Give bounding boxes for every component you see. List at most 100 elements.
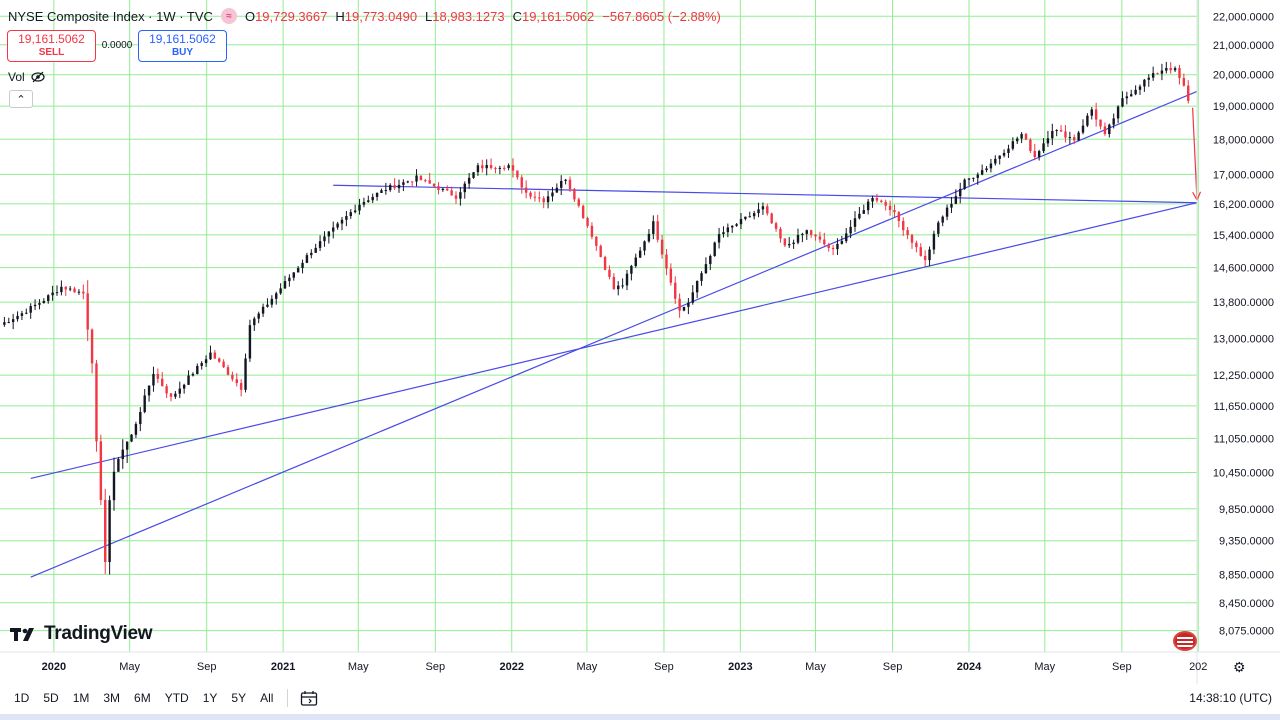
candle-body xyxy=(875,197,879,201)
candle xyxy=(923,250,927,267)
range-5d[interactable]: 5D xyxy=(43,691,59,705)
range-1y[interactable]: 1Y xyxy=(202,691,218,705)
candle-body xyxy=(577,199,580,206)
candle-body xyxy=(989,163,993,169)
candle xyxy=(38,299,41,310)
candle-body xyxy=(704,264,708,274)
candle xyxy=(7,317,10,324)
collapse-legend-button[interactable]: ⌃ xyxy=(9,90,33,108)
price-tick-label: 19,000.0000 xyxy=(1213,101,1274,113)
candle xyxy=(336,221,339,230)
candle xyxy=(327,230,331,244)
candle-body xyxy=(60,286,63,293)
candle xyxy=(156,368,160,383)
candle-body xyxy=(64,286,67,290)
candle-body xyxy=(674,282,677,299)
candle-body xyxy=(283,281,287,289)
eye-hidden-icon[interactable] xyxy=(31,71,45,83)
candle xyxy=(1064,124,1067,143)
candle-body xyxy=(82,291,85,294)
gear-icon[interactable]: ⚙ xyxy=(1233,659,1246,675)
time-axis[interactable]: 2020 May Sep 2021 May Sep 2022 May Sep 2023 May Sep… xyxy=(0,651,1280,673)
candle-body xyxy=(910,235,914,243)
candle xyxy=(239,379,243,397)
range-all[interactable]: All xyxy=(260,691,274,705)
candle-body xyxy=(713,242,716,256)
tradingview-logo[interactable]: TradingView xyxy=(10,623,153,645)
candle xyxy=(603,255,607,271)
candle-body xyxy=(1055,130,1058,132)
candle-body xyxy=(266,304,269,307)
candle xyxy=(660,234,664,259)
volume-indicator[interactable]: Vol xyxy=(8,70,45,84)
range-1m[interactable]: 1M xyxy=(72,691,90,705)
candle xyxy=(538,191,541,203)
time-tick-label: Sep xyxy=(883,661,903,673)
range-1d[interactable]: 1D xyxy=(14,691,30,705)
price-axis[interactable]: 22,000.0000 21,000.0000 20,000.0000 19,000.… xyxy=(1196,0,1274,684)
candle xyxy=(893,204,896,218)
buy-button[interactable]: 19,161.5062 BUY xyxy=(138,30,227,62)
candle-body xyxy=(231,374,234,380)
data-source-icon[interactable]: ≈ xyxy=(220,8,237,24)
time-tick-label: May xyxy=(577,661,598,673)
candle-body xyxy=(617,285,620,290)
price-tick-label: 13,000.0000 xyxy=(1213,334,1274,346)
candle-body xyxy=(121,449,124,460)
price-chart[interactable]: 22,000.0000 21,000.0000 20,000.0000 19,000.… xyxy=(0,0,1280,684)
candle-body xyxy=(959,188,962,197)
candle xyxy=(533,191,537,202)
candle xyxy=(1099,119,1102,130)
clock-readout[interactable]: 14:38:10 (UTC) xyxy=(1189,691,1272,705)
candle xyxy=(375,192,379,201)
candle-body xyxy=(735,224,738,226)
candle xyxy=(1138,84,1142,95)
candle-body xyxy=(902,221,905,231)
candle-body xyxy=(731,225,734,228)
candle xyxy=(318,235,322,252)
range-5y[interactable]: 5Y xyxy=(231,691,247,705)
candle-body xyxy=(919,247,922,256)
sell-button[interactable]: 19,161.5062 SELL xyxy=(7,30,96,62)
candle xyxy=(1094,102,1098,127)
candle xyxy=(428,172,431,184)
candle xyxy=(586,216,589,228)
candle xyxy=(674,276,677,305)
candle-body xyxy=(884,201,887,206)
trendline xyxy=(30,202,1198,480)
candle xyxy=(906,226,909,240)
candle xyxy=(296,265,300,273)
candle xyxy=(941,215,944,227)
candle xyxy=(809,229,813,238)
candle xyxy=(932,230,936,255)
candle xyxy=(1156,72,1159,75)
us-flag-icon[interactable] xyxy=(1173,631,1197,651)
candle xyxy=(1016,136,1019,144)
candle xyxy=(406,180,409,184)
candle-body xyxy=(476,165,480,173)
candle-body xyxy=(134,424,138,435)
candle-body xyxy=(568,179,572,190)
candle-body xyxy=(774,223,778,229)
time-tick-label: Sep xyxy=(426,661,446,673)
candle-body xyxy=(200,363,203,366)
candle-body xyxy=(840,241,844,244)
range-ytd[interactable]: YTD xyxy=(164,691,189,705)
candle xyxy=(695,280,699,299)
price-tick-label: 18,000.0000 xyxy=(1213,134,1274,146)
candle xyxy=(831,244,835,256)
candle-body xyxy=(432,183,436,187)
range-6m[interactable]: 6M xyxy=(134,691,151,705)
candle xyxy=(143,389,146,414)
candle-body xyxy=(275,293,278,299)
candle-body xyxy=(783,238,787,246)
open-value: 19,729.3667 xyxy=(255,8,328,24)
range-3m[interactable]: 3M xyxy=(103,691,121,705)
calendar-goto-icon[interactable] xyxy=(300,690,318,706)
symbol-title[interactable]: NYSE Composite Index · 1W · TVC xyxy=(8,8,213,24)
candle xyxy=(20,310,24,320)
candle-body xyxy=(586,217,589,226)
candle-body xyxy=(880,200,883,202)
candle xyxy=(345,210,348,227)
candle xyxy=(735,223,738,227)
